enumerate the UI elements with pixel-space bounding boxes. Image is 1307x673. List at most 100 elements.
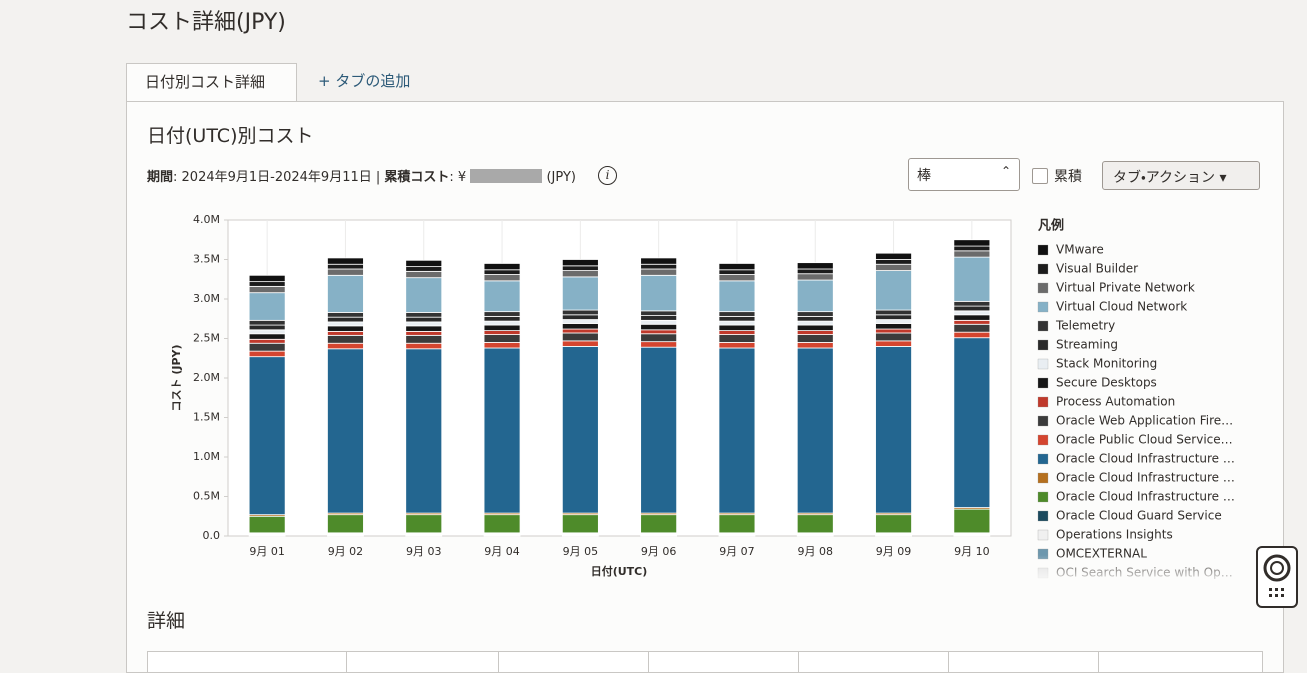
legend-label: Oracle Cloud Infrastructure …: [1056, 471, 1235, 485]
y-tick-label: 3.0M: [193, 292, 220, 305]
bar-segment: [405, 348, 443, 514]
table-column: [498, 652, 499, 672]
bar-segment: [796, 268, 834, 275]
bar-segment: [953, 314, 991, 321]
bar-segment: [953, 305, 991, 312]
x-axis-title: 日付(UTC): [591, 564, 648, 578]
legend-swatch: [1037, 396, 1049, 408]
bar-segment: [875, 314, 912, 320]
tab-actions-button[interactable]: タブ・アクション ▾: [1102, 161, 1260, 190]
bar-segment: [405, 514, 443, 534]
legend-swatch: [1037, 434, 1049, 446]
y-tick-label: 1.5M: [193, 411, 220, 424]
chart-type-select[interactable]: 棒 ⌃: [908, 158, 1020, 191]
bar-segment: [327, 514, 364, 534]
checkbox[interactable]: [1032, 168, 1048, 184]
legend-swatch: [1037, 320, 1049, 332]
bar-segment: [875, 323, 912, 330]
bar-segment: [561, 323, 599, 330]
legend-swatch: [1037, 415, 1049, 427]
bar-segment: [248, 356, 286, 516]
bar-segment: [875, 328, 912, 334]
bar-segment: [248, 350, 286, 358]
page-title: コスト詳細(JPY): [126, 10, 286, 35]
period: 期間: 2024年9月1日-2024年9月11日 | 累積コスト: ¥ (JPY…: [147, 166, 576, 185]
bar-segment: [796, 514, 834, 534]
info-icon[interactable]: i: [598, 166, 617, 185]
bar-segment: [640, 268, 678, 276]
tab[interactable]: 日付別コスト詳細: [126, 63, 297, 101]
redacted: [470, 169, 543, 183]
bar-segment: [483, 347, 521, 514]
bar-segment: [405, 259, 443, 268]
select-value: 棒: [917, 168, 931, 184]
bar-segment: [405, 334, 443, 344]
bar-segment: [718, 324, 756, 331]
x-tick-label: 9月 07: [719, 545, 755, 558]
bar-segment: [718, 315, 756, 322]
bar-segment: [953, 300, 991, 307]
bar-segment: [327, 268, 364, 276]
legend-swatch: [1037, 377, 1049, 389]
table-column: [948, 652, 949, 672]
bar-segment: [718, 347, 756, 514]
legend-swatch: [1037, 263, 1049, 275]
bar-segment: [561, 309, 599, 316]
legend-label: Oracle Cloud Infrastructure …: [1056, 490, 1235, 504]
panel-title: 日付(UTC)別コスト: [147, 125, 314, 147]
add-tab[interactable]: + タブの追加: [318, 72, 411, 90]
bar-segment: [327, 312, 364, 318]
bar-segment: [875, 309, 912, 316]
y-tick-label: 4.0M: [193, 213, 220, 226]
legend-label: Virtual Private Network: [1056, 281, 1195, 295]
bar-segment: [796, 315, 834, 322]
bar-segment: [953, 337, 991, 508]
bar-segment: [796, 330, 834, 335]
bar-segment: [796, 324, 834, 331]
bar-segment: [640, 333, 678, 343]
select-arrows: ⌃: [1000, 164, 1011, 178]
bar-segment: [875, 263, 912, 271]
bar-segment: [640, 514, 678, 534]
legend-swatch: [1037, 472, 1049, 484]
legend-title: 凡例: [1038, 218, 1064, 234]
details-table: [147, 651, 1263, 673]
legend-label: VMware: [1056, 243, 1104, 257]
bar-segment: [561, 276, 599, 311]
cumulative-prefix: : ¥: [449, 170, 467, 185]
legend-swatch: [1037, 282, 1049, 294]
x-tick-label: 9月 04: [484, 545, 520, 558]
legend-label: Stack Monitoring: [1056, 357, 1157, 371]
bar-segment: [953, 319, 991, 325]
bar-segment: [327, 330, 364, 336]
bar-segment: [248, 333, 286, 340]
bar-segment: [248, 324, 286, 331]
bar-segment: [796, 311, 834, 317]
legend-label: Oracle Public Cloud Service…: [1056, 433, 1233, 447]
bar-segment: [561, 270, 599, 278]
help-widget[interactable]: [1256, 546, 1298, 608]
bar-segment: [718, 330, 756, 335]
bar-segment: [640, 346, 678, 514]
checkbox-label[interactable]: 累積: [1054, 169, 1082, 185]
bar-segment: [640, 329, 678, 335]
bar-segment: [718, 280, 756, 313]
bar-segment: [953, 331, 991, 339]
bar-segment: [640, 310, 678, 316]
bar-segment: [718, 320, 756, 326]
bar-segment: [405, 277, 443, 313]
bar-segment: [561, 314, 599, 320]
bar-segment: [327, 348, 364, 514]
legend-label: Oracle Cloud Infrastructure …: [1056, 452, 1235, 466]
legend-swatch: [1037, 491, 1049, 503]
bar-segment: [327, 274, 364, 313]
x-tick-label: 9月 03: [406, 545, 442, 558]
bar-segment: [796, 334, 834, 343]
bar-segment: [718, 263, 756, 271]
chart: コスト (JPY) 日付(UTC) 凡例 0.0 0.5M 1.0M 1.5M 2.0M…: [170, 213, 1242, 585]
bar-segment: [640, 274, 678, 312]
bar-segment: [327, 257, 364, 265]
legend-swatch: [1037, 510, 1049, 522]
bar-segment: [327, 334, 364, 344]
